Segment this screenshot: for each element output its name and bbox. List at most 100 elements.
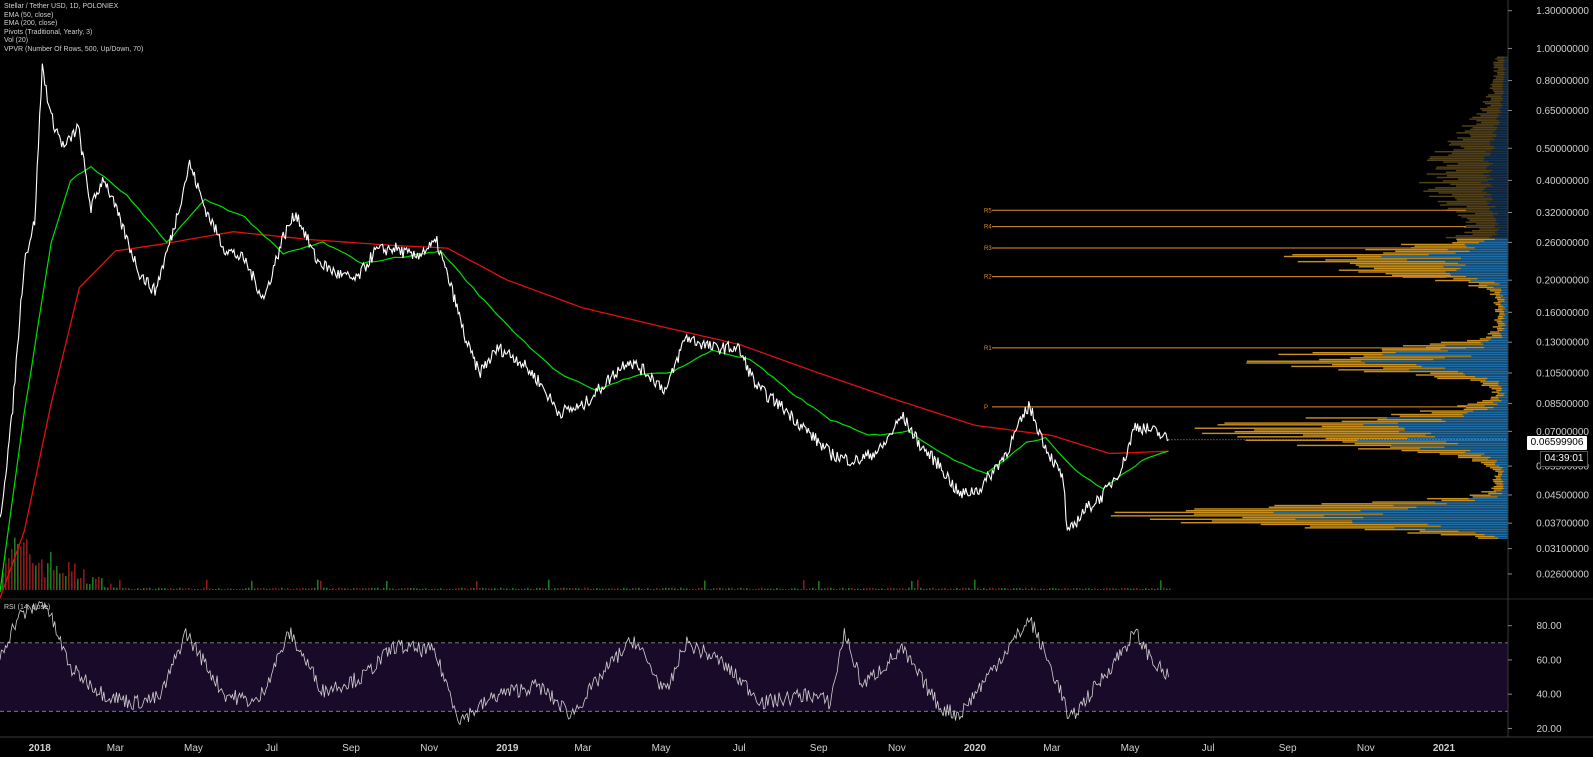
vp-up-bar [1428,254,1508,256]
vp-down-bar [1436,176,1487,179]
volume-bar [389,588,391,590]
vp-up-bar [1500,477,1508,479]
vp-up-bar [1500,475,1508,478]
vp-up-bar [1502,309,1508,311]
vp-down-bar [1292,254,1429,256]
vp-down-bar [1377,418,1442,421]
volume-bar [815,589,817,590]
vp-down-bar [1429,343,1484,345]
y-tick-label: 0.50000000 [1536,144,1589,155]
vp-up-bar [1484,240,1508,242]
vp-up-bar [1502,305,1508,308]
vp-down-bar [1364,528,1426,531]
vp-up-bar [1501,468,1508,471]
vp-up-bar [1398,425,1508,428]
volume-bar [473,587,475,590]
volume-bar [779,588,781,590]
vp-down-bar [1472,496,1498,498]
vp-down-bar [1448,154,1491,156]
vp-down-bar [1488,492,1503,495]
volume-bar [485,588,487,590]
vp-up-bar [1493,178,1508,180]
vp-down-bar [1499,312,1505,314]
vp-up-bar [1499,331,1508,333]
volume-bar [755,589,757,590]
vp-up-bar [1492,185,1508,187]
volume-bar [974,579,976,590]
volume-bar [632,588,634,590]
vp-up-bar [1490,183,1508,186]
x-tick-label: 2021 [1433,743,1456,754]
vp-up-bar [1444,446,1508,448]
volume-bar [899,588,901,590]
vp-up-bar [1500,101,1508,103]
vp-down-bar [1498,324,1506,326]
volume-bar [566,588,568,590]
vp-up-bar [1457,442,1508,445]
volume-bar [818,581,820,590]
y-tick-label: 0.08500000 [1536,399,1589,410]
volume-bar [527,587,529,590]
vp-down-bar [1490,396,1499,399]
volume-bar [752,589,754,590]
volume-bar [911,581,913,590]
volume-bar [1001,588,1003,590]
vp-up-bar [1492,235,1508,237]
volume-bar [503,588,505,590]
volume-bar [1016,588,1018,590]
volume-bar [491,588,493,590]
volume-bar [488,588,490,590]
vp-down-bar [1426,159,1484,162]
vp-up-bar [1494,138,1508,141]
volume-bar [137,588,139,590]
vp-down-bar [1467,217,1496,220]
vp-down-bar [1493,61,1504,64]
x-tick-label: Sep [342,743,360,754]
vp-down-bar [1497,298,1505,301]
volume-bar [680,587,682,590]
vp-up-bar [1501,290,1508,292]
volume-bar [143,588,145,590]
volume-bar [617,588,619,590]
vp-down-bar [1419,181,1482,184]
rsi-title[interactable]: RSI (14, close) [4,604,51,611]
volume-bar [710,589,712,590]
vp-up-bar [1427,523,1508,526]
vp-down-bar [1358,271,1446,273]
vp-up-bar [1435,436,1508,438]
volume-bar [440,588,442,590]
x-tick-label: Nov [888,743,906,754]
volume-bar [1082,589,1084,590]
volume-bar [857,588,859,590]
volume-bar [1109,588,1111,590]
indicator-volume[interactable]: Vol (20) [4,37,29,45]
vp-up-bar [1503,66,1508,69]
vp-down-bar [1490,398,1499,400]
vp-up-bar [1503,92,1508,95]
volume-bar [254,588,256,590]
indicator-pivots[interactable]: Pivots (Traditional, Yearly, 3) [4,28,93,36]
vp-up-bar [1495,463,1508,466]
indicator-ema200[interactable]: EMA (200, close) [4,20,58,28]
vp-up-bar [1498,120,1508,122]
vp-down-bar [1373,267,1461,270]
vp-up-bar [1447,248,1508,251]
indicator-vpvr[interactable]: VPVR (Number Of Rows, 500, Up/Down, 70) [4,45,144,53]
vp-up-bar [1491,152,1508,155]
x-tick-label: Mar [574,743,592,754]
volume-bar [698,587,700,590]
volume-bar [380,589,382,590]
vp-up-bar [1495,221,1508,223]
volume-bar [110,583,112,590]
volume-bar [188,588,190,590]
vp-up-bar [1352,521,1508,524]
vp-up-bar [1503,295,1508,297]
vp-up-bar [1503,480,1508,483]
vp-down-bar [1497,393,1505,395]
vp-down-bar [1480,108,1500,110]
indicator-ema50[interactable]: EMA (50, close) [4,11,54,19]
volume-bar [515,588,517,590]
volume-bar [1142,588,1144,590]
pivot-label: R1 [984,346,992,352]
